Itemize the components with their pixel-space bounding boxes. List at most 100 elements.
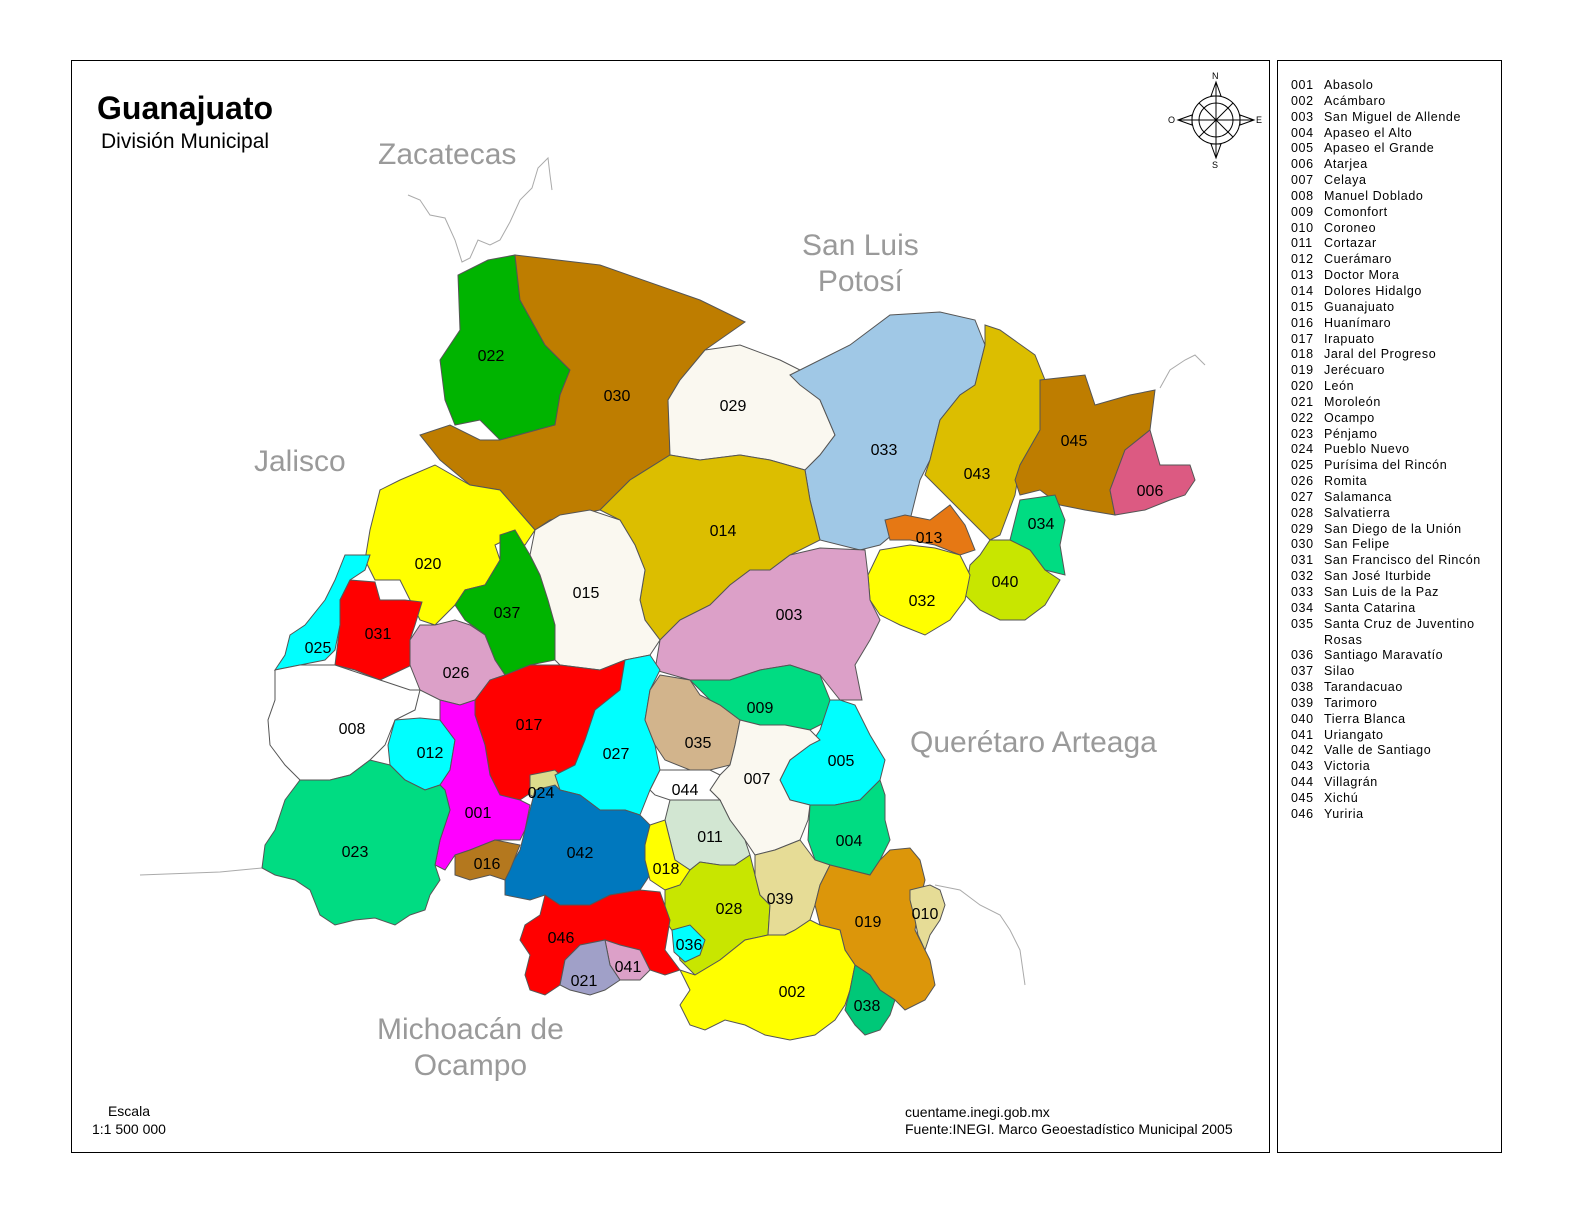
municipality-label-042: 042 <box>567 845 594 862</box>
legend-code: 043 <box>1291 759 1314 774</box>
state-label-zacatecas: Zacatecas <box>378 138 517 171</box>
municipality-025 <box>273 554 371 671</box>
legend-code: 014 <box>1291 283 1314 298</box>
municipality-label-036: 036 <box>676 937 703 954</box>
municipality-008 <box>267 664 421 781</box>
legend-name: Celaya <box>1324 173 1367 188</box>
municipality-label-030: 030 <box>604 388 631 405</box>
municipality-label-020: 020 <box>415 556 442 573</box>
state-label-michoacan-line1: Michoacán de <box>377 1013 564 1046</box>
municipality-label-029: 029 <box>720 398 747 415</box>
state-label-jalisco: Jalisco <box>254 445 346 478</box>
legend-name: San Miguel de Allende <box>1324 109 1461 124</box>
legend-item: 025 Purísima del Rincón <box>1291 458 1484 474</box>
legend-item: 003 San Miguel de Allende <box>1291 110 1484 126</box>
scale-value: 1:1 500 000 <box>92 1121 166 1137</box>
legend-item: 031 San Francisco del Rincón <box>1291 553 1484 569</box>
municipality-016 <box>454 839 521 881</box>
legend-name: San Diego de la Unión <box>1324 521 1462 536</box>
legend-name: Tarandacuao <box>1324 680 1403 695</box>
municipality-032 <box>867 544 971 636</box>
municipality-label-035: 035 <box>685 735 712 752</box>
legend-item: 026 Romita <box>1291 474 1484 490</box>
legend-name: Cortazar <box>1324 236 1377 251</box>
municipality-label-014: 014 <box>710 523 737 540</box>
legend-item: 014 Dolores Hidalgo <box>1291 284 1484 300</box>
legend-code: 018 <box>1291 347 1314 362</box>
municipality-label-005: 005 <box>828 753 855 770</box>
legend-name: Doctor Mora <box>1324 268 1400 283</box>
legend-code: 016 <box>1291 315 1314 330</box>
legend-code: 010 <box>1291 220 1314 235</box>
municipality-label-032: 032 <box>909 593 936 610</box>
legend-item: 039 Tarimoro <box>1291 696 1484 712</box>
municipality-040 <box>964 539 1061 621</box>
legend-name: Victoria <box>1324 759 1371 774</box>
legend-item: 036 Santiago Maravatío <box>1291 648 1484 664</box>
legend-code: 021 <box>1291 394 1314 409</box>
legend-code: 002 <box>1291 93 1314 108</box>
municipality-label-006: 006 <box>1137 483 1164 500</box>
legend-item: 028 Salvatierra <box>1291 506 1484 522</box>
legend-item: 022 Ocampo <box>1291 411 1484 427</box>
municipality-label-022: 022 <box>478 348 505 365</box>
municipality-label-007: 007 <box>744 771 771 788</box>
legend-code: 024 <box>1291 442 1314 457</box>
legend-item: 023 Pénjamo <box>1291 427 1484 443</box>
legend-code: 022 <box>1291 410 1314 425</box>
legend-item: 012 Cuerámaro <box>1291 252 1484 268</box>
legend-item: 005 Apaseo el Grande <box>1291 141 1484 157</box>
municipality-label-033: 033 <box>871 442 898 459</box>
legend-name: Tierra Blanca <box>1324 711 1406 726</box>
legend-code: 003 <box>1291 109 1314 124</box>
legend-name: Salamanca <box>1324 489 1392 504</box>
legend-name: Santa Cruz de Juventino Rosas <box>1324 616 1475 647</box>
legend-code: 017 <box>1291 331 1314 346</box>
municipality-006 <box>1109 429 1196 516</box>
legend-code: 015 <box>1291 299 1314 314</box>
municipality-038 <box>844 964 896 1036</box>
legend-name: San Francisco del Rincón <box>1324 553 1481 568</box>
legend-item: 011 Cortazar <box>1291 236 1484 252</box>
state-label-michoacan: Michoacán de Ocampo <box>377 1012 564 1084</box>
legend-item: 015 Guanajuato <box>1291 300 1484 316</box>
legend-item: 037 Silao <box>1291 664 1484 680</box>
municipality-023 <box>261 759 451 926</box>
legend-code: 039 <box>1291 695 1314 710</box>
border-line-zacatecas <box>407 156 553 263</box>
legend-name: Apaseo el Grande <box>1324 141 1435 156</box>
legend-code: 040 <box>1291 711 1314 726</box>
legend-item: 046 Yuriria <box>1291 807 1484 823</box>
legend-code: 027 <box>1291 489 1314 504</box>
legend-name: Dolores Hidalgo <box>1324 283 1422 298</box>
legend-code: 001 <box>1291 78 1314 92</box>
legend-code: 038 <box>1291 680 1314 695</box>
legend-name: San José Iturbide <box>1324 569 1432 584</box>
legend-code: 013 <box>1291 268 1314 283</box>
legend-name: Pueblo Nuevo <box>1324 442 1410 457</box>
municipality-label-037: 037 <box>494 605 521 622</box>
legend-code: 029 <box>1291 521 1314 536</box>
municipality-label-039: 039 <box>767 891 794 908</box>
legend-name: Irapuato <box>1324 331 1375 346</box>
legend-name: Cuerámaro <box>1324 252 1392 267</box>
municipality-label-010: 010 <box>912 906 939 923</box>
compass-o: O <box>1168 115 1175 125</box>
legend-code: 006 <box>1291 157 1314 172</box>
municipality-label-034: 034 <box>1028 516 1055 533</box>
municipality-label-012: 012 <box>417 745 444 762</box>
legend-item: 021 Moroleón <box>1291 395 1484 411</box>
municipality-label-026: 026 <box>443 665 470 682</box>
legend-code: 011 <box>1291 236 1313 251</box>
legend-name: Romita <box>1324 474 1368 489</box>
legend-name: Apaseo el Alto <box>1324 125 1413 140</box>
municipality-label-019: 019 <box>855 914 882 931</box>
legend-name: Atarjea <box>1324 157 1368 172</box>
legend-item: 017 Irapuato <box>1291 332 1484 348</box>
municipality-label-025: 025 <box>305 640 332 657</box>
municipality-label-011: 011 <box>697 829 723 846</box>
legend-code: 041 <box>1291 727 1314 742</box>
scale-label: Escala <box>107 1103 150 1119</box>
legend-code: 026 <box>1291 474 1314 489</box>
legend-item: 035 Santa Cruz de Juventino Rosas <box>1291 617 1484 649</box>
